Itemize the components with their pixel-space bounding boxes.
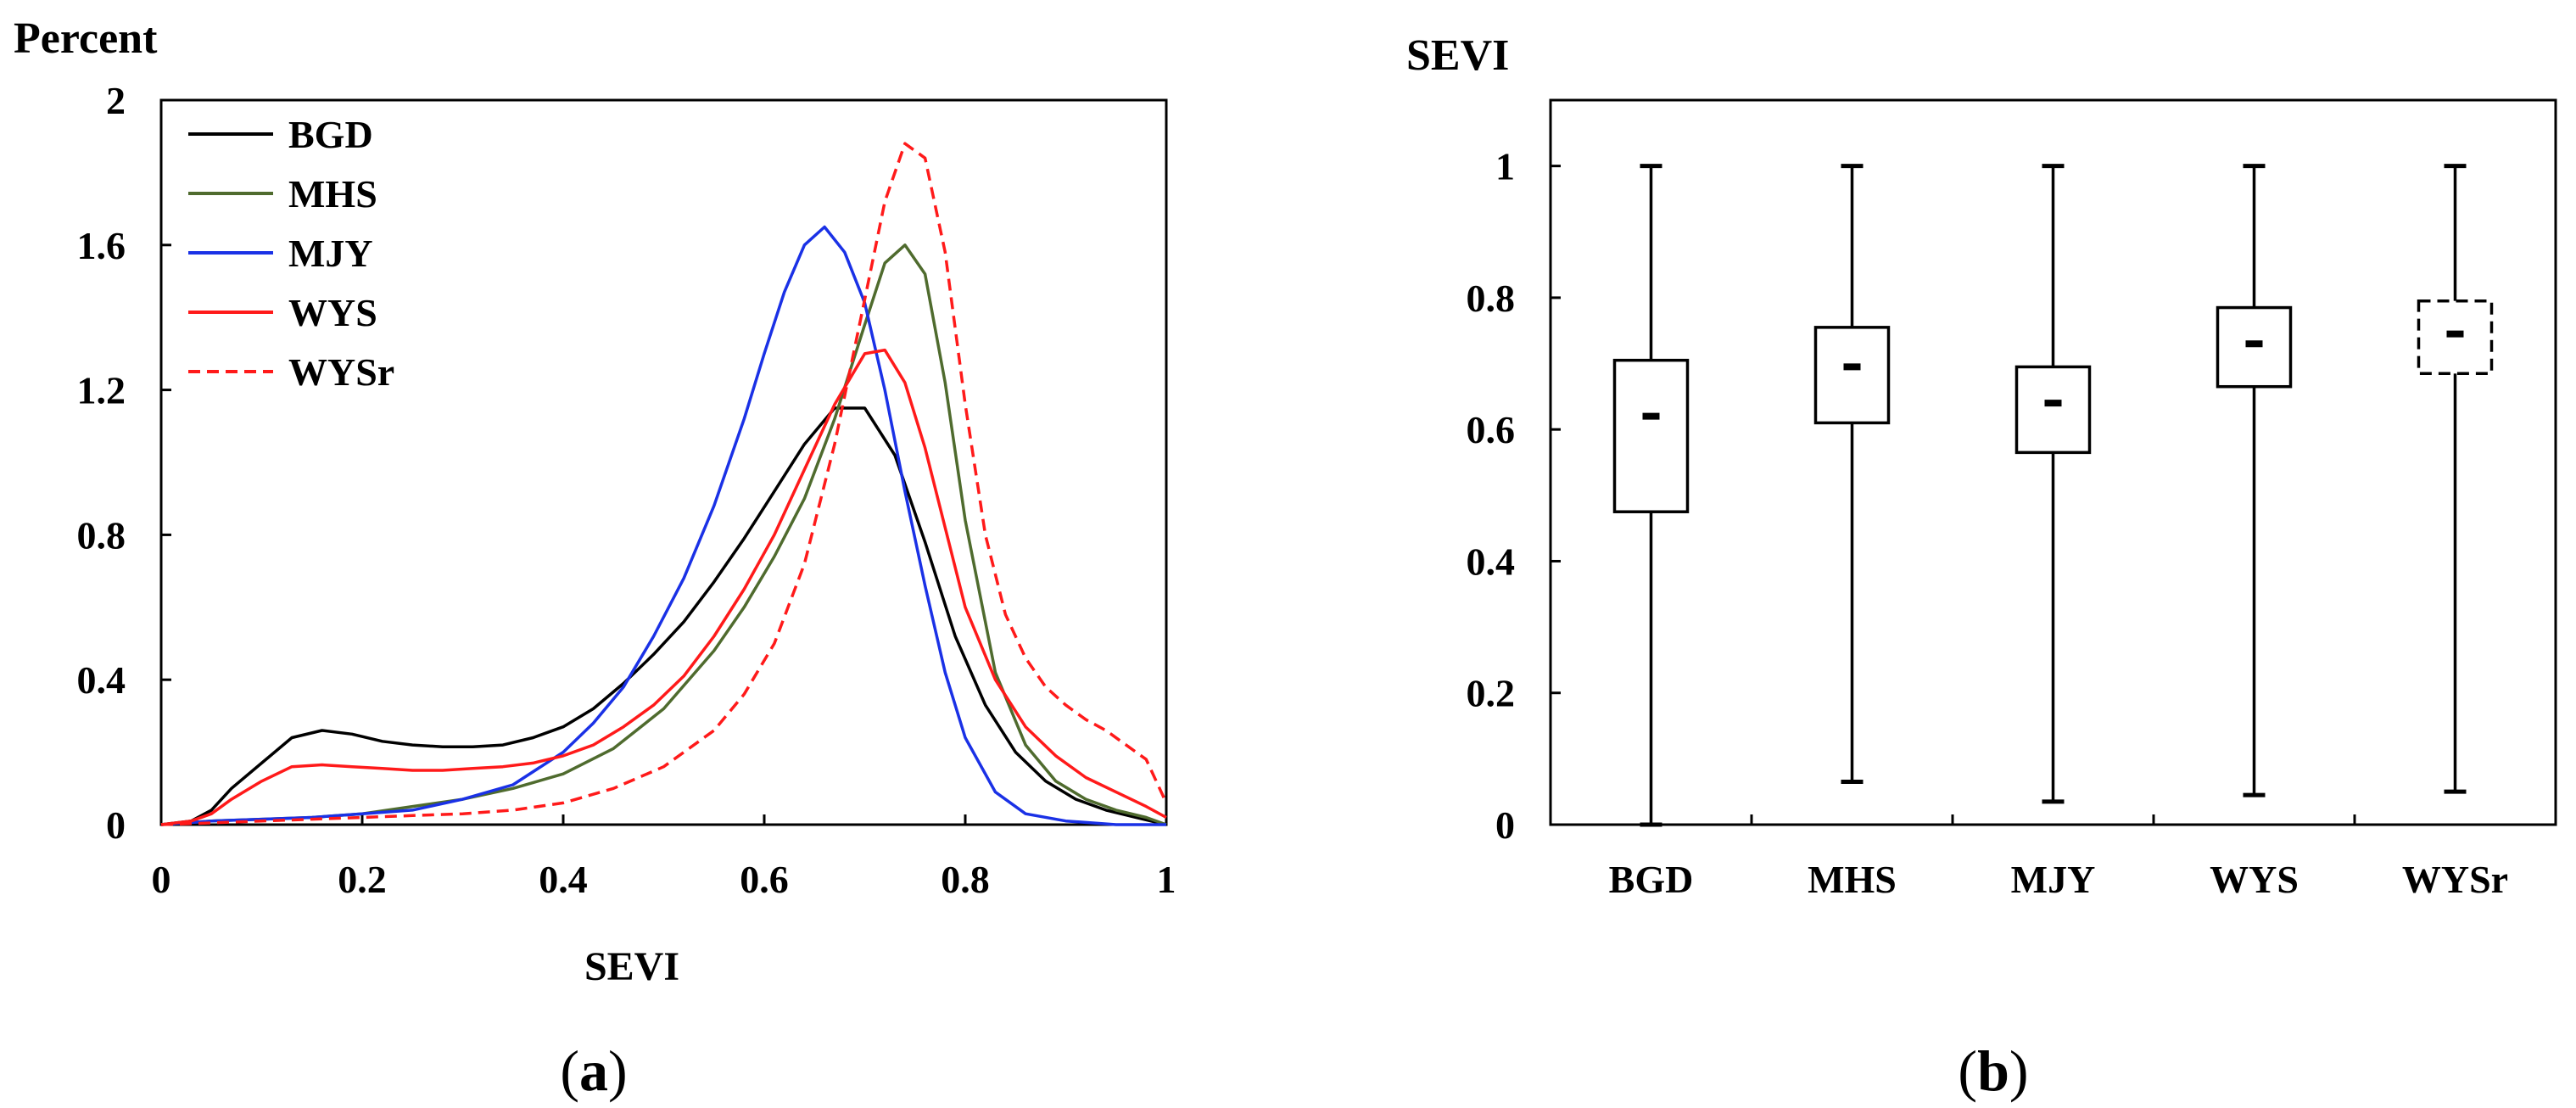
panel-b-y-axis-title: SEVI bbox=[1406, 31, 1509, 80]
panel-a-x-tick-label: 0.4 bbox=[539, 858, 588, 901]
panel-a-y-tick-label: 0.8 bbox=[77, 513, 126, 557]
panel-b-y-tick-label: 0 bbox=[1495, 803, 1515, 847]
panel-b-boxes bbox=[1612, 164, 2494, 827]
panel-a-y-tick-label: 2 bbox=[106, 79, 126, 122]
box-wysr bbox=[2417, 164, 2494, 794]
panel-a-x-axis-title: SEVI bbox=[584, 944, 679, 989]
panel-b-y-tick-label: 0.4 bbox=[1467, 540, 1516, 583]
panel-a-y-tick-label: 0.4 bbox=[77, 658, 126, 702]
panel-b-y-ticks: 0 0.2 0.4 0.6 0.8 1 bbox=[1467, 145, 1561, 847]
panel-b-category-label-wysr: WYSr bbox=[2402, 858, 2508, 901]
panel-a-x-tick-label: 0.6 bbox=[740, 858, 789, 901]
legend-label-mhs: MHS bbox=[288, 172, 377, 215]
box-iqr bbox=[2014, 365, 2092, 455]
panel-a-x-tick-label: 0 bbox=[152, 858, 171, 901]
box-mhs bbox=[1813, 164, 1891, 785]
box-bgd bbox=[1612, 164, 1690, 827]
legend-label-wys: WYS bbox=[288, 291, 377, 334]
series-line-mhs bbox=[160, 243, 1167, 826]
box-mjy bbox=[2014, 164, 2092, 804]
panel-b-x-ticks: BGD MHS MJY WYS WYSr bbox=[1609, 814, 2508, 901]
panel-a-plot-frame bbox=[159, 98, 1168, 826]
panel-b-plot-frame bbox=[1549, 98, 2557, 826]
legend-label-wysr: WYSr bbox=[288, 350, 394, 394]
panel-b-y-tick-label: 0.8 bbox=[1467, 277, 1516, 320]
panel-a-legend: BGD MHS MJY WYS WYSr bbox=[188, 113, 394, 394]
panel-a-y-tick-label: 0 bbox=[106, 803, 126, 847]
panel-a-y-tick-label: 1.6 bbox=[77, 224, 126, 267]
panel-b-category-label-mhs: MHS bbox=[1808, 858, 1897, 901]
box-wys bbox=[2216, 164, 2293, 797]
panel-a-x-ticks: 0 0.2 0.4 0.6 0.8 1 bbox=[152, 814, 1176, 901]
box-iqr bbox=[1813, 326, 1891, 425]
panel-b: SEVI 0 0.2 0.4 0.6 0.8 1 BGD MHS MJY WYS WYSr (b) bbox=[1406, 31, 2557, 1103]
panel-a-x-tick-label: 0.2 bbox=[338, 858, 387, 901]
panel-b-y-tick-label: 0.2 bbox=[1467, 672, 1516, 715]
series-line-bgd bbox=[160, 406, 1167, 826]
panel-b-category-label-bgd: BGD bbox=[1609, 858, 1694, 901]
panel-a-y-tick-label: 1.2 bbox=[77, 369, 126, 412]
panel-a-x-tick-label: 0.8 bbox=[941, 858, 990, 901]
series-line-mjy bbox=[160, 225, 1166, 826]
panel-b-category-label-wys: WYS bbox=[2210, 858, 2299, 901]
panel-b-category-label-mjy: MJY bbox=[2011, 858, 2096, 901]
panel-b-caption: (b) bbox=[1958, 1038, 2028, 1103]
series-line-wys bbox=[160, 348, 1167, 826]
panel-b-y-tick-label: 1 bbox=[1495, 145, 1515, 188]
legend-label-bgd: BGD bbox=[288, 113, 373, 156]
legend-label-mjy: MJY bbox=[288, 232, 373, 275]
panel-a: Percent 0 0.4 0.8 1.2 1.6 2 0 0.2 0.4 0.6 0.8 1 BG… bbox=[14, 14, 1176, 1103]
panel-a-caption-letter: a bbox=[579, 1038, 608, 1103]
panel-b-caption-letter: b bbox=[1977, 1038, 2009, 1103]
panel-b-y-tick-label: 0.6 bbox=[1467, 408, 1516, 451]
panel-a-y-axis-title: Percent bbox=[14, 14, 158, 63]
box-iqr bbox=[1612, 358, 1690, 513]
series-line-wysr bbox=[160, 142, 1168, 826]
panel-a-x-tick-label: 1 bbox=[1157, 858, 1176, 901]
panel-a-y-ticks: 0 0.4 0.8 1.2 1.6 2 bbox=[77, 79, 171, 847]
panel-a-series-lines bbox=[160, 142, 1168, 826]
panel-a-caption: (a) bbox=[560, 1038, 627, 1103]
